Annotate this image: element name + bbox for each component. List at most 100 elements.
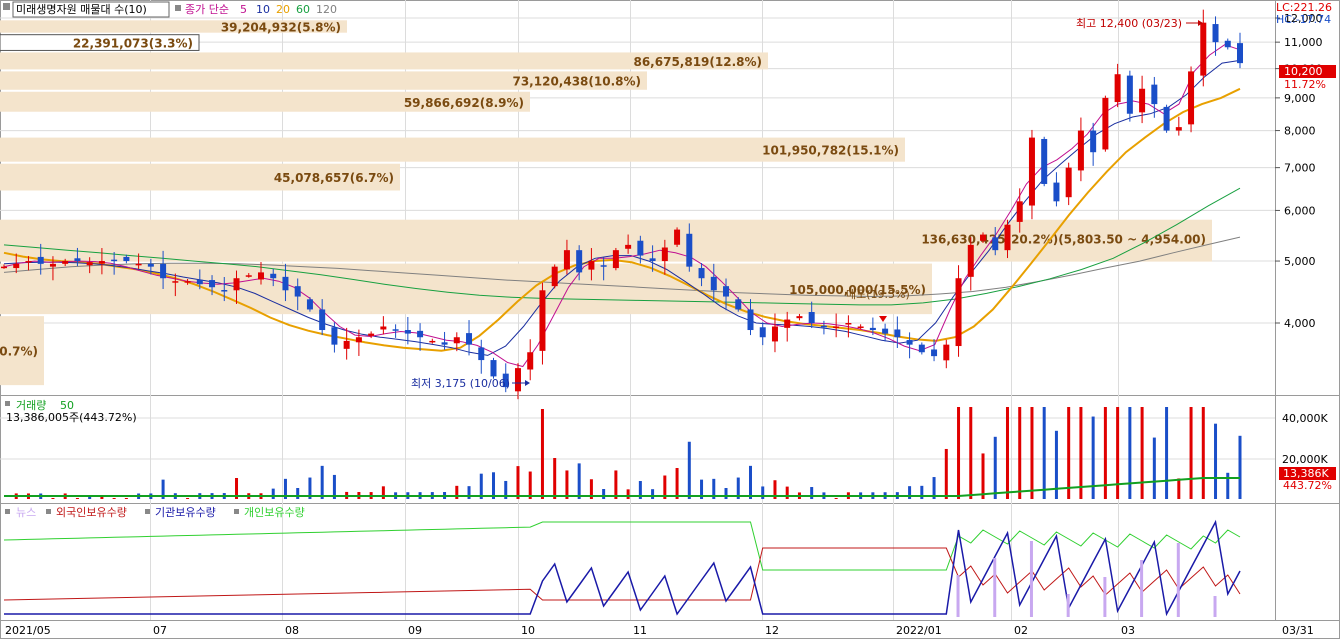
volume-bar[interactable] [492, 472, 496, 499]
candle-body[interactable] [49, 263, 56, 267]
candle-body[interactable] [257, 272, 264, 280]
candle-body[interactable] [1163, 106, 1170, 131]
candle-body[interactable] [906, 340, 913, 345]
candle-body[interactable] [135, 263, 142, 266]
volume-bar[interactable] [455, 485, 459, 499]
volume-bar[interactable] [1152, 437, 1156, 499]
volume-bar[interactable] [638, 481, 642, 499]
candle-body[interactable] [771, 326, 778, 342]
candle-body[interactable] [98, 261, 105, 264]
volume-bar[interactable] [712, 478, 716, 499]
candle-body[interactable] [527, 352, 534, 370]
candle-body[interactable] [723, 286, 730, 297]
candle-body[interactable] [710, 276, 717, 291]
volume-bar[interactable] [467, 486, 471, 499]
candle-body[interactable] [931, 349, 938, 357]
candle-body[interactable] [845, 323, 852, 325]
volume-bar[interactable] [1103, 407, 1107, 499]
candle-body[interactable] [172, 281, 179, 283]
volume-bar[interactable] [932, 477, 936, 499]
volume-bar[interactable] [565, 470, 569, 499]
candle-body[interactable] [86, 262, 93, 266]
candle-body[interactable] [1, 266, 7, 269]
candle-body[interactable] [1028, 137, 1035, 206]
candle-body[interactable] [147, 263, 154, 267]
candle-body[interactable] [1016, 201, 1023, 222]
candle-body[interactable] [74, 258, 81, 262]
candlesticks[interactable] [1, 9, 1243, 400]
volume-bar[interactable] [320, 465, 324, 499]
candle-body[interactable] [1090, 130, 1097, 153]
candle-body[interactable] [894, 329, 901, 338]
candle-body[interactable] [319, 309, 326, 331]
volume-bar[interactable] [1042, 407, 1046, 499]
candle-body[interactable] [551, 266, 558, 287]
volume-bar[interactable] [296, 488, 300, 499]
volume-bar[interactable] [748, 465, 752, 499]
candle-body[interactable] [967, 244, 974, 277]
candle-body[interactable] [331, 327, 338, 345]
candle-body[interactable] [943, 344, 950, 361]
volume-bar[interactable] [651, 489, 655, 499]
volume-bar[interactable] [773, 480, 777, 499]
volume-bar[interactable] [614, 470, 618, 499]
volume-bar[interactable] [1128, 407, 1132, 499]
volume-bar[interactable] [528, 471, 532, 499]
candle-body[interactable] [368, 333, 375, 336]
candle-body[interactable] [160, 263, 167, 279]
candle-body[interactable] [25, 261, 32, 263]
volume-bars[interactable] [4, 407, 1242, 499]
volume-bar[interactable] [944, 448, 948, 499]
candle-body[interactable] [466, 333, 473, 345]
candle-body[interactable] [441, 342, 448, 345]
candle-body[interactable] [404, 330, 411, 334]
candle-body[interactable] [502, 373, 509, 388]
volume-bar[interactable] [504, 480, 508, 499]
volume-bar[interactable] [675, 468, 679, 499]
candle-body[interactable] [918, 344, 925, 353]
candle-body[interactable] [955, 278, 962, 347]
candle-body[interactable] [270, 273, 277, 279]
volume-bar[interactable] [332, 474, 336, 499]
volume-bar[interactable] [1018, 407, 1022, 499]
candle-body[interactable] [625, 244, 632, 249]
volume-bar[interactable] [100, 496, 104, 499]
candle-body[interactable] [869, 327, 876, 331]
volume-bar[interactable] [283, 478, 287, 499]
candle-body[interactable] [735, 299, 742, 310]
volume-bar[interactable] [724, 488, 728, 499]
candle-body[interactable] [686, 233, 693, 267]
volume-bar[interactable] [736, 477, 740, 499]
volume-bar[interactable] [75, 498, 79, 499]
volume-bar[interactable] [1079, 407, 1083, 499]
candle-body[interactable] [1151, 84, 1158, 105]
candle-body[interactable] [992, 237, 999, 251]
volume-bar[interactable] [908, 486, 912, 499]
candle-body[interactable] [514, 368, 521, 392]
volume-bar[interactable] [553, 458, 557, 499]
title-box[interactable] [12, 1, 170, 18]
volume-bar[interactable] [957, 407, 961, 499]
candle-body[interactable] [1041, 138, 1048, 184]
volume-bar[interactable] [577, 463, 581, 499]
candle-body[interactable] [209, 280, 216, 288]
volume-bar[interactable] [186, 498, 190, 499]
candle-body[interactable] [1077, 130, 1084, 171]
volume-bar[interactable] [993, 436, 997, 499]
candle-body[interactable] [698, 268, 705, 279]
candle-body[interactable] [478, 347, 485, 361]
volume-bar[interactable] [1091, 416, 1095, 499]
volume-bar[interactable] [589, 479, 593, 499]
volume-bar[interactable] [920, 485, 924, 499]
candle-body[interactable] [661, 247, 668, 262]
candle-body[interactable] [13, 263, 20, 269]
candle-body[interactable] [111, 259, 118, 262]
candle-body[interactable] [1053, 182, 1060, 202]
candle-body[interactable] [294, 286, 301, 297]
volume-bar[interactable] [1054, 430, 1058, 499]
volume-bar[interactable] [540, 409, 544, 499]
volume-bar[interactable] [1116, 407, 1120, 499]
candle-body[interactable] [600, 265, 607, 267]
candle-body[interactable] [784, 319, 791, 328]
